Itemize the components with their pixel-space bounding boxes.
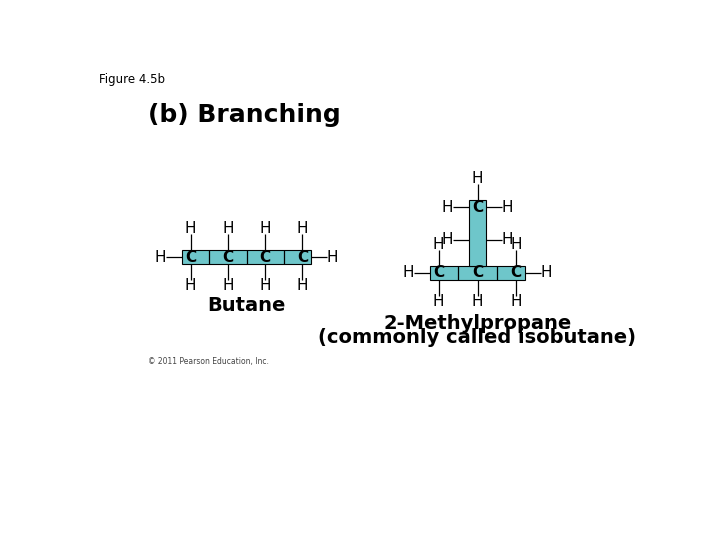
Text: 2-Methylpropane: 2-Methylpropane [383, 314, 572, 333]
Text: H: H [222, 278, 234, 293]
Text: (b) Branching: (b) Branching [148, 103, 341, 127]
Text: © 2011 Pearson Education, Inc.: © 2011 Pearson Education, Inc. [148, 357, 269, 366]
FancyBboxPatch shape [431, 266, 525, 280]
Text: C: C [510, 265, 522, 280]
Text: C: C [433, 265, 444, 280]
FancyBboxPatch shape [182, 251, 311, 264]
Text: Butane: Butane [207, 296, 286, 315]
Text: H: H [502, 233, 513, 247]
Text: C: C [222, 250, 233, 265]
Text: H: H [297, 278, 308, 293]
Text: H: H [441, 200, 453, 215]
Text: H: H [433, 237, 444, 252]
Text: Figure 4.5b: Figure 4.5b [99, 72, 166, 85]
Text: C: C [472, 265, 483, 280]
Text: H: H [441, 233, 453, 247]
Text: H: H [185, 278, 197, 293]
Text: H: H [472, 171, 483, 186]
Text: H: H [541, 265, 552, 280]
Text: H: H [297, 221, 308, 237]
Text: C: C [297, 250, 308, 265]
Text: H: H [327, 250, 338, 265]
Text: H: H [185, 221, 197, 237]
Text: C: C [185, 250, 197, 265]
Text: H: H [259, 278, 271, 293]
Text: H: H [510, 294, 522, 309]
Text: H: H [433, 294, 444, 309]
Text: H: H [155, 250, 166, 265]
Text: H: H [510, 237, 522, 252]
Text: C: C [260, 250, 271, 265]
FancyBboxPatch shape [469, 200, 486, 266]
Text: H: H [402, 265, 414, 280]
Text: H: H [472, 294, 483, 309]
Text: (commonly called isobutane): (commonly called isobutane) [318, 328, 636, 347]
Text: C: C [472, 200, 483, 215]
Text: H: H [259, 221, 271, 237]
Text: H: H [222, 221, 234, 237]
Text: H: H [502, 200, 513, 215]
